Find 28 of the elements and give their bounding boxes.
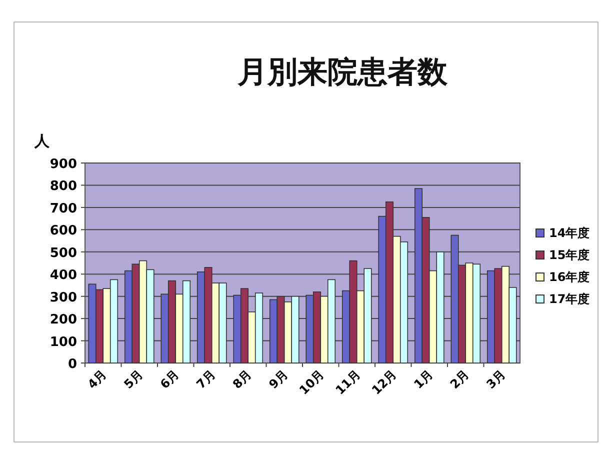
x-tick-label: 3月 [484,367,508,392]
x-tick-label: 4月 [84,367,110,392]
legend-label: 14年度 [549,226,590,240]
y-tick-label: 300 [50,290,77,306]
y-tick-label: 900 [50,157,77,172]
y-axis-title: 人 [34,132,50,150]
x-tick-label: 5月 [121,367,146,392]
legend-label: 16年度 [549,270,590,284]
x-tick-label: 8月 [230,367,254,392]
chart-title: 月別来院患者数 [236,55,448,90]
y-tick-label: 600 [50,224,77,239]
y-tick-label: 500 [50,246,77,261]
y-tick-label: 200 [50,312,77,328]
y-tick-label: 700 [50,201,77,216]
x-tick-label: 6月 [157,367,182,392]
x-tick-label: 2月 [447,367,472,392]
x-tick-label: 10月 [296,367,327,398]
legend-label: 17年度 [549,292,590,306]
legend-label: 15年度 [549,248,590,262]
y-tick-label: 0 [68,357,77,372]
x-tick-label: 1月 [411,367,436,392]
x-tick-label: 12月 [369,367,400,398]
y-tick-label: 400 [50,268,77,284]
x-tick-label: 11月 [332,367,363,398]
y-tick-label: 100 [50,334,77,350]
x-tick-label: 9月 [266,367,290,392]
y-tick-label: 800 [50,179,77,194]
x-tick-label: 7月 [194,367,218,392]
